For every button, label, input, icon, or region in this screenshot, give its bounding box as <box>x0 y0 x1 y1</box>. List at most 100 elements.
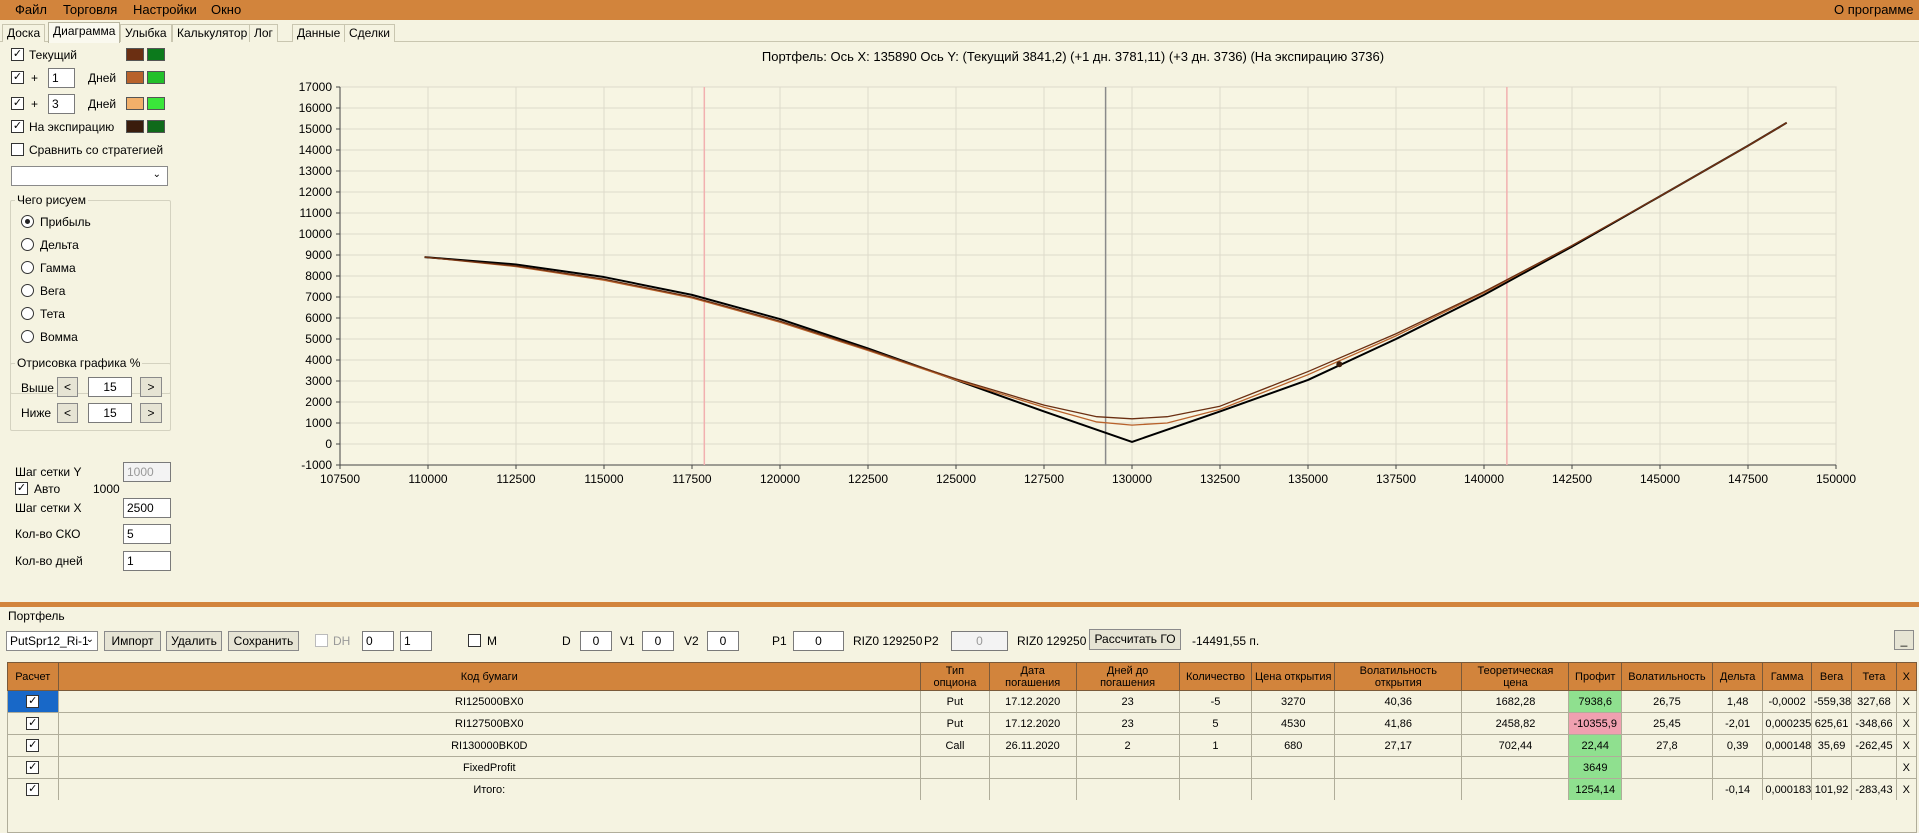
radio-vega[interactable] <box>21 284 34 297</box>
plus3-color-a[interactable] <box>126 97 144 110</box>
dh-spin-1[interactable]: 0 <box>362 631 394 651</box>
col-remove[interactable]: X <box>1895 662 1918 691</box>
grid-step-y-input[interactable]: 1000 <box>123 462 171 482</box>
table-row[interactable]: ✓ RI125000BX0 Put 17.12.2020 23 -5 3270 40,36 16… <box>7 690 1918 713</box>
radio-vomma[interactable] <box>21 330 34 343</box>
above-increase-button[interactable]: > <box>140 377 162 397</box>
expiry-color-a[interactable] <box>126 120 144 133</box>
col-expiry[interactable]: Дата погашения <box>988 662 1077 691</box>
col-qty[interactable]: Количество <box>1178 662 1253 691</box>
menu-window[interactable]: Окно <box>211 2 242 17</box>
table-row[interactable]: ✓ Итого: 1254,14 -0,14 0,000183 101,92 -283,43… <box>7 778 1918 801</box>
col-gamma[interactable]: Гамма <box>1762 662 1812 691</box>
calc-checkbox[interactable]: ✓ <box>26 695 40 708</box>
calc-checkbox[interactable]: ✓ <box>26 761 40 774</box>
p2-input[interactable]: 0 <box>951 631 1008 651</box>
plus1-checkbox[interactable]: ✓ <box>11 71 24 84</box>
radio-gamma[interactable] <box>21 261 34 274</box>
import-button[interactable]: Импорт <box>104 631 161 651</box>
radio-delta[interactable] <box>21 238 34 251</box>
cell-remove[interactable]: X <box>1895 712 1918 735</box>
expiry-color-b[interactable] <box>147 120 165 133</box>
col-delta[interactable]: Дельта <box>1711 662 1764 691</box>
plus1-color-b[interactable] <box>147 71 165 84</box>
cell-remove[interactable]: X <box>1895 778 1918 801</box>
below-decrease-button[interactable]: < <box>57 403 78 423</box>
col-code[interactable]: Код бумаги <box>57 662 922 691</box>
tab-data[interactable]: Данные <box>292 24 346 42</box>
sko-label: Кол-во СКО <box>15 527 81 541</box>
col-open-vol[interactable]: Волатильность открытия <box>1334 662 1463 691</box>
save-button[interactable]: Сохранить <box>228 631 299 651</box>
plus3-checkbox[interactable]: ✓ <box>11 97 24 110</box>
cell-calc[interactable]: ✓ <box>7 778 59 801</box>
tab-calculator[interactable]: Калькулятор <box>172 24 253 42</box>
sko-input[interactable]: 5 <box>123 524 171 544</box>
col-type[interactable]: Тип опциона <box>920 662 990 691</box>
current-checkbox[interactable]: ✓ <box>11 48 24 61</box>
col-theta[interactable]: Тета <box>1851 662 1897 691</box>
panel-splitter[interactable] <box>0 602 1919 607</box>
cell-remove[interactable]: X <box>1895 690 1918 713</box>
grid-step-x-input[interactable]: 2500 <box>123 498 171 518</box>
table-row[interactable]: ✓ RI127500BX0 Put 17.12.2020 23 5 4530 41,86 245… <box>7 712 1918 735</box>
strategy-compare-select[interactable]: ⌄ <box>11 166 168 186</box>
col-open-price[interactable]: Цена открытия <box>1251 662 1336 691</box>
calc-checkbox[interactable]: ✓ <box>26 783 40 796</box>
cell-calc[interactable]: ✓ <box>7 756 59 779</box>
cell-remove[interactable]: X <box>1895 734 1918 757</box>
below-increase-button[interactable]: > <box>140 403 162 423</box>
tab-board[interactable]: Доска <box>2 24 46 42</box>
p1-input[interactable]: 0 <box>793 631 844 651</box>
radio-profit[interactable] <box>21 215 34 228</box>
current-color-b[interactable] <box>147 48 165 61</box>
table-row[interactable]: ✓ RI130000BK0D Call 26.11.2020 2 1 680 27,17 702… <box>7 734 1918 757</box>
minimize-button[interactable]: _ <box>1894 630 1914 650</box>
tab-log[interactable]: Лог <box>249 24 278 42</box>
tab-diagram[interactable]: Диаграмма <box>48 22 121 43</box>
plus3-color-b[interactable] <box>147 97 165 110</box>
col-vega[interactable]: Вега <box>1810 662 1853 691</box>
calc-checkbox[interactable]: ✓ <box>26 717 40 730</box>
m-checkbox[interactable] <box>468 634 481 647</box>
col-vol[interactable]: Волатильность <box>1621 662 1713 691</box>
col-theor-price[interactable]: Теоретическая цена <box>1461 662 1570 691</box>
menu-trading[interactable]: Торговля <box>63 2 118 17</box>
compare-checkbox[interactable] <box>11 143 24 156</box>
strategy-select[interactable]: PutSpr12_Ri-1 ⌄ <box>6 631 98 651</box>
expiry-checkbox[interactable]: ✓ <box>11 120 24 133</box>
v1-input[interactable]: 0 <box>642 631 674 651</box>
calc-go-button[interactable]: Рассчитать ГО <box>1089 629 1181 650</box>
radio-theta[interactable] <box>21 307 34 320</box>
col-calc[interactable]: Расчет <box>7 662 59 691</box>
plus1-color-a[interactable] <box>126 71 144 84</box>
dh-spin-2[interactable]: 1 <box>400 631 432 651</box>
tab-smile[interactable]: Улыбка <box>120 24 172 42</box>
cell-calc[interactable]: ✓ <box>7 712 59 735</box>
days-count-input[interactable]: 1 <box>123 551 171 571</box>
calc-checkbox[interactable]: ✓ <box>26 739 40 752</box>
cell-remove[interactable]: X <box>1895 756 1918 779</box>
menu-file[interactable]: Файл <box>15 2 47 17</box>
above-decrease-button[interactable]: < <box>57 377 78 397</box>
delete-button[interactable]: Удалить <box>166 631 222 651</box>
menu-settings[interactable]: Настройки <box>133 2 197 17</box>
cell-calc[interactable]: ✓ <box>7 734 59 757</box>
menu-about[interactable]: О программе <box>1834 2 1914 17</box>
below-input[interactable]: 15 <box>88 403 132 423</box>
v2-input[interactable]: 0 <box>707 631 739 651</box>
cell-type: Put <box>920 690 990 713</box>
days3-input[interactable]: 3 <box>48 94 75 114</box>
cell-calc[interactable]: ✓ <box>7 690 59 713</box>
tab-deals[interactable]: Сделки <box>344 24 395 42</box>
current-color-a[interactable] <box>126 48 144 61</box>
above-input[interactable]: 15 <box>88 377 132 397</box>
col-profit[interactable]: Профит <box>1568 662 1622 691</box>
dh-checkbox[interactable] <box>315 634 328 647</box>
table-row[interactable]: ✓ FixedProfit 3649 X <box>7 756 1918 779</box>
d-input[interactable]: 0 <box>580 631 612 651</box>
days1-input[interactable]: 1 <box>48 68 75 88</box>
col-days[interactable]: Дней до погашения <box>1075 662 1180 691</box>
profit-chart[interactable]: Портфель: Ось X: 135890 Ось Y: (Текущий … <box>260 42 1919 602</box>
auto-checkbox[interactable]: ✓ <box>15 482 28 495</box>
